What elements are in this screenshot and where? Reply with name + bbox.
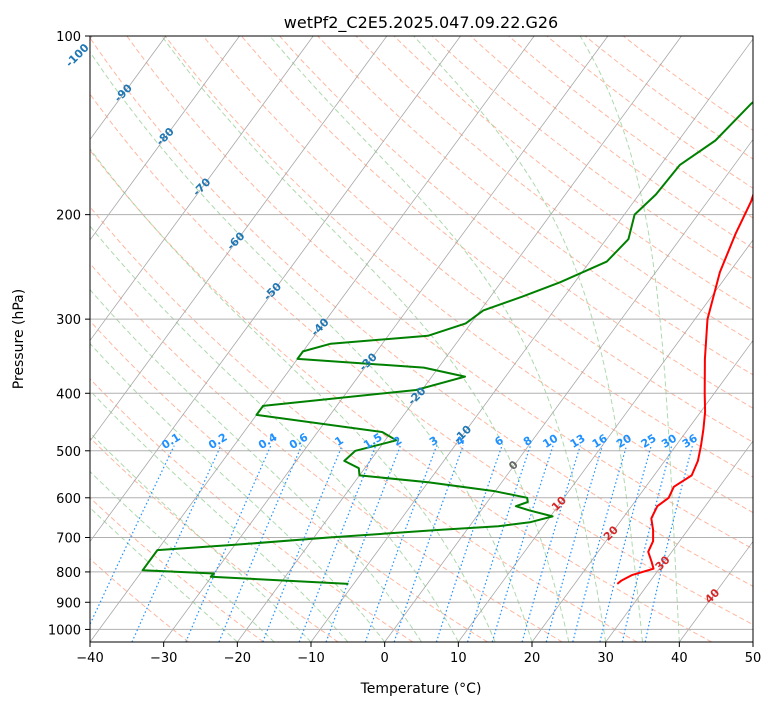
x-tick-label: −40 [76, 651, 103, 666]
mixing-ratio-line [644, 445, 693, 642]
dry-adiabat [126, 36, 753, 550]
moist-adiabat [413, 36, 643, 642]
x-tick-label: 0 [381, 651, 389, 666]
x-axis-title: Temperature (°C) [360, 681, 482, 697]
mixing-ratio-line [572, 445, 628, 642]
mixing-ratio-line [545, 445, 604, 642]
dewpoint-profile [141, 100, 753, 585]
chart-title: wetPf2_C2E5.2025.047.09.22.G26 [284, 13, 558, 33]
mixing-ratio-line [218, 445, 303, 642]
x-tick-label: −10 [297, 651, 324, 666]
x-axis: −40 −30 −20 −10 0 10 20 30 40 50 [76, 642, 761, 666]
y-tick-label: 1000 [48, 623, 81, 638]
moist-adiabat [269, 36, 607, 642]
mixing-ratio-line [435, 445, 503, 642]
y-tick-label: 400 [56, 387, 81, 402]
dry-adiabat [393, 36, 753, 311]
y-tick-label: 500 [56, 445, 81, 460]
isotherm-line [90, 36, 535, 642]
dry-adiabat [317, 36, 753, 376]
isotherm-line [90, 36, 167, 141]
x-tick-label: 20 [524, 651, 541, 666]
plot-frame [89, 35, 754, 643]
mixing-ratio-line [491, 445, 554, 642]
mixing-ratio-line [599, 445, 652, 642]
dry-adiabat [90, 262, 563, 642]
moist-adiabat [90, 288, 422, 642]
moist-adiabat [90, 389, 349, 642]
mixing-ratio-line [521, 445, 581, 642]
dry-adiabat [90, 93, 753, 626]
mixing-ratio-line [393, 445, 464, 642]
x-tick-label: 40 [671, 651, 688, 666]
x-tick-label: 50 [745, 651, 762, 666]
dry-adiabat [90, 558, 190, 642]
y-tick-label: 700 [56, 532, 81, 547]
dry-adiabat [279, 36, 753, 409]
isotherm-line [531, 339, 753, 642]
isotherm-line [90, 36, 240, 241]
y-tick-label: 600 [56, 492, 81, 507]
y-tick-label: 100 [56, 30, 81, 45]
mixing-ratio-line [185, 445, 272, 642]
mixing-ratio-line [621, 445, 673, 642]
moist-adiabat [161, 36, 570, 642]
profile-lines [141, 100, 753, 585]
isotherm-line [605, 440, 753, 642]
y-tick-label: 200 [56, 209, 81, 224]
x-tick-label: 30 [597, 651, 614, 666]
y-axis-title: Pressure (hPa) [11, 289, 27, 389]
dry-adiabat [164, 36, 753, 514]
isotherm-line [237, 36, 682, 642]
y-tick-label: 300 [56, 313, 81, 328]
y-tick-label: 900 [56, 596, 81, 611]
mixing-ratio-line [90, 445, 175, 626]
dry-adiabat [90, 378, 414, 642]
isotherm-line [458, 239, 753, 642]
temperature-profile [616, 192, 753, 585]
isotherm-line [310, 38, 753, 642]
x-tick-label: −20 [224, 651, 251, 666]
dry-adiabat [202, 36, 753, 478]
moist-adiabat [90, 148, 496, 642]
isotherm-line [90, 36, 388, 442]
y-axis: 100 200 300 400 500 600 700 800 900 1000 [48, 30, 90, 638]
mixing-ratio-line [325, 445, 402, 642]
moist-adiabat [579, 36, 680, 642]
dry-adiabat [90, 206, 638, 642]
y-tick-label: 800 [56, 566, 81, 581]
mixing-ratio-line [466, 445, 532, 642]
isotherm-line [90, 36, 314, 342]
mixing-ratio-line [364, 445, 438, 642]
isotherm-line [384, 138, 753, 642]
x-tick-label: −30 [150, 651, 177, 666]
x-tick-label: 10 [450, 651, 467, 666]
dry-adiabat [90, 37, 753, 587]
moist-adiabat [90, 225, 459, 642]
